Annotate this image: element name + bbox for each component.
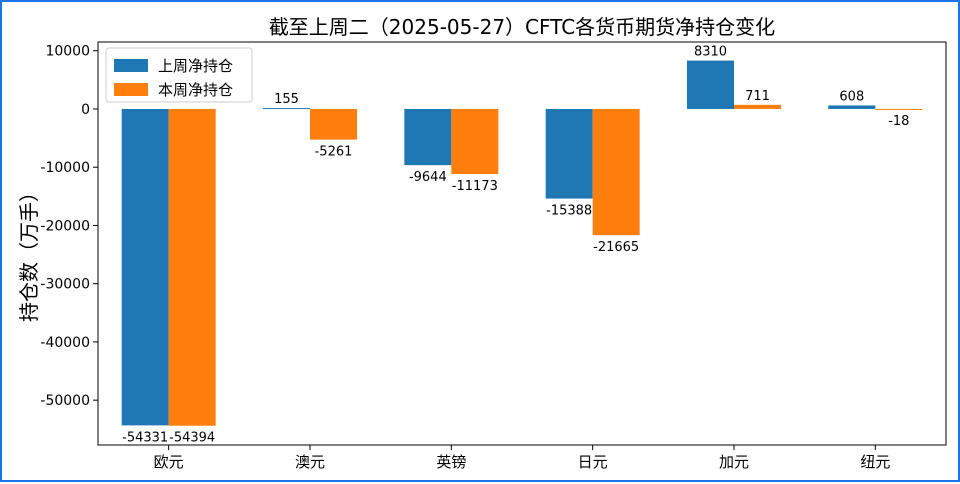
data-label: -11173 [452,179,498,194]
plot-area-frame [97,41,947,446]
legend-swatch [114,59,148,72]
bar-last-week [404,108,452,166]
y-tick-label: -30000 [40,277,90,293]
data-label: 608 [839,89,864,104]
data-label: -15388 [546,204,592,219]
data-label: 711 [745,89,770,104]
y-tick-label: -40000 [40,335,90,351]
x-tick-label: 日元 [578,453,608,471]
data-label: 8310 [694,45,727,60]
bar-this-week [310,108,357,140]
bar-last-week [687,60,734,109]
x-tick-label: 加元 [719,453,749,471]
bar-this-week [592,108,640,236]
bar-last-week [121,108,169,426]
data-label: -5261 [315,145,353,160]
y-tick-label: -10000 [40,160,90,176]
legend-swatch [114,83,148,96]
x-tick-label: 欧元 [154,453,184,471]
y-tick-label: -50000 [40,393,90,409]
chart-marks: 10000 0 -10000 -20000 -30000 -40000 -50000 欧元 -5… [40,41,947,471]
data-label: -54331 [122,430,168,445]
bar-this-week [734,104,781,109]
legend-label: 本周净持仓 [158,81,233,99]
bar-last-week [828,105,876,109]
bar-this-week [875,108,923,110]
bar-this-week [451,108,499,175]
x-tick-label: 纽元 [860,453,890,471]
chart-title: 截至上周二（2025-05-27）CFTC各货币期货净持仓变化 [269,15,775,39]
y-tick-label: 10000 [45,44,90,60]
data-label: -9644 [409,170,447,185]
y-tick-label: 0 [81,102,90,118]
bar-last-week [545,108,593,199]
x-tick-label: 澳元 [295,453,325,471]
data-label: 155 [274,92,299,107]
data-label: -21665 [593,240,639,255]
bar-last-week [263,108,310,110]
legend-label: 上周净持仓 [158,57,233,75]
bar-this-week [168,108,216,426]
y-axis-label: 持仓数（万手） [17,182,41,322]
data-label: -54394 [169,431,215,446]
y-tick-label: -20000 [40,218,90,234]
data-label: -18 [888,114,909,129]
x-tick-label: 英镑 [436,453,466,471]
